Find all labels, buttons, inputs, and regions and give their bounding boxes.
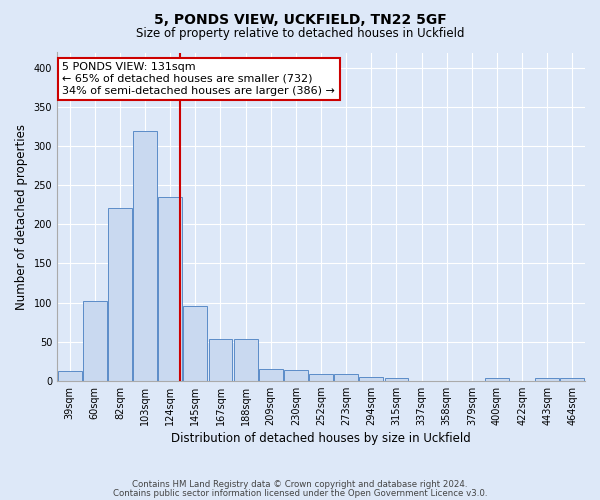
Bar	[58, 372, 82, 380]
Text: Contains HM Land Registry data © Crown copyright and database right 2024.: Contains HM Land Registry data © Crown c…	[132, 480, 468, 489]
Bar	[309, 374, 333, 380]
Text: 5, PONDS VIEW, UCKFIELD, TN22 5GF: 5, PONDS VIEW, UCKFIELD, TN22 5GF	[154, 12, 446, 26]
Bar	[209, 340, 232, 380]
Bar	[359, 377, 383, 380]
Bar	[385, 378, 409, 380]
Y-axis label: Number of detached properties: Number of detached properties	[15, 124, 28, 310]
Text: Contains public sector information licensed under the Open Government Licence v3: Contains public sector information licen…	[113, 488, 487, 498]
X-axis label: Distribution of detached houses by size in Uckfield: Distribution of detached houses by size …	[171, 432, 471, 445]
Text: 5 PONDS VIEW: 131sqm
← 65% of detached houses are smaller (732)
34% of semi-deta: 5 PONDS VIEW: 131sqm ← 65% of detached h…	[62, 62, 335, 96]
Bar	[184, 306, 207, 380]
Bar	[158, 197, 182, 380]
Bar	[259, 369, 283, 380]
Bar	[233, 340, 257, 380]
Bar	[560, 378, 584, 380]
Text: Size of property relative to detached houses in Uckfield: Size of property relative to detached ho…	[136, 28, 464, 40]
Bar	[108, 208, 132, 380]
Bar	[284, 370, 308, 380]
Bar	[133, 130, 157, 380]
Bar	[535, 378, 559, 380]
Bar	[334, 374, 358, 380]
Bar	[83, 301, 107, 380]
Bar	[485, 378, 509, 380]
